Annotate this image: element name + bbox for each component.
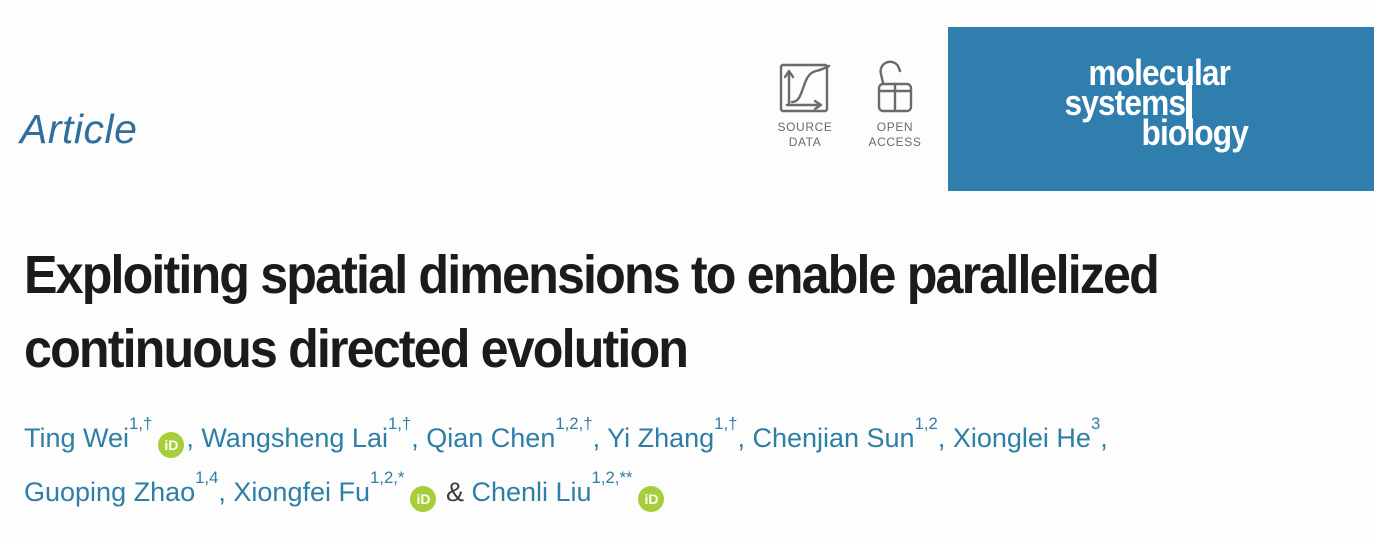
orcid-icon[interactable]: iD bbox=[410, 486, 437, 512]
open-padlock-icon bbox=[850, 58, 940, 116]
author-line-2: Guoping Zhao1,4, Xiongfei Fu1,2,*iD & Ch… bbox=[24, 462, 1354, 516]
author-name: Yi Zhang bbox=[607, 423, 715, 453]
journal-logo-word-biology: biology bbox=[1141, 112, 1249, 153]
author-superscript: 1,2,† bbox=[555, 414, 593, 434]
journal-logo-word-systems: systems bbox=[1064, 82, 1186, 123]
author-separator: , bbox=[592, 423, 608, 453]
author-separator: & bbox=[438, 477, 472, 507]
author-superscript: 1,2 bbox=[914, 414, 938, 434]
author-superscript: 1,† bbox=[387, 414, 412, 434]
author-name: Chenjian Sun bbox=[752, 423, 915, 453]
source-data-badge: SOURCE DATA bbox=[760, 58, 850, 150]
paper-title-line2: continuous directed evolution bbox=[24, 319, 689, 379]
paper-title: Exploiting spatial dimensions to enable … bbox=[24, 238, 1326, 386]
author-separator: , bbox=[937, 423, 953, 453]
author-separator: , bbox=[186, 423, 202, 453]
open-access-badge: OPEN ACCESS bbox=[850, 58, 940, 150]
open-access-label-line1: OPEN bbox=[876, 120, 914, 134]
article-type-label: Article bbox=[20, 106, 138, 152]
author-name: Qian Chen bbox=[426, 423, 556, 453]
author-name: Chenli Liu bbox=[471, 477, 592, 507]
source-data-label-line2: DATA bbox=[788, 135, 822, 149]
source-data-label-line1: SOURCE bbox=[777, 120, 833, 134]
author-name: Xionglei He bbox=[952, 423, 1091, 453]
chart-curve-icon bbox=[760, 58, 850, 116]
journal-logo: molecular systems biology bbox=[948, 27, 1374, 191]
author-superscript: 1,4 bbox=[195, 468, 219, 488]
author-name: Guoping Zhao bbox=[24, 477, 196, 507]
author-name: Wangsheng Lai bbox=[201, 423, 388, 453]
open-access-label-line2: ACCESS bbox=[868, 135, 922, 149]
journal-logo-vertical-bar bbox=[1186, 83, 1192, 129]
journal-logo-word-molecular: molecular bbox=[1088, 52, 1231, 93]
author-name: Ting Wei bbox=[24, 423, 130, 453]
author-superscript: 1,† bbox=[129, 414, 153, 434]
author-superscript: 1,2,** bbox=[591, 468, 633, 488]
author-separator: , bbox=[737, 423, 753, 453]
author-superscript: 3 bbox=[1090, 414, 1101, 434]
author-line-1: Ting Wei1,†iD, Wangsheng Lai1,†, Qian Ch… bbox=[24, 408, 1354, 462]
author-separator: , bbox=[218, 477, 234, 507]
author-name: Xiongfei Fu bbox=[233, 477, 370, 507]
author-superscript: 1,2,* bbox=[370, 468, 405, 488]
author-superscript: 1,† bbox=[714, 414, 738, 434]
author-separator: , bbox=[1100, 423, 1108, 453]
orcid-icon[interactable]: iD bbox=[158, 432, 185, 458]
orcid-icon[interactable]: iD bbox=[638, 486, 665, 512]
author-separator: , bbox=[411, 423, 427, 453]
paper-title-line1: Exploiting spatial dimensions to enable … bbox=[24, 245, 1160, 305]
author-list: Ting Wei1,†iD, Wangsheng Lai1,†, Qian Ch… bbox=[24, 408, 1354, 516]
